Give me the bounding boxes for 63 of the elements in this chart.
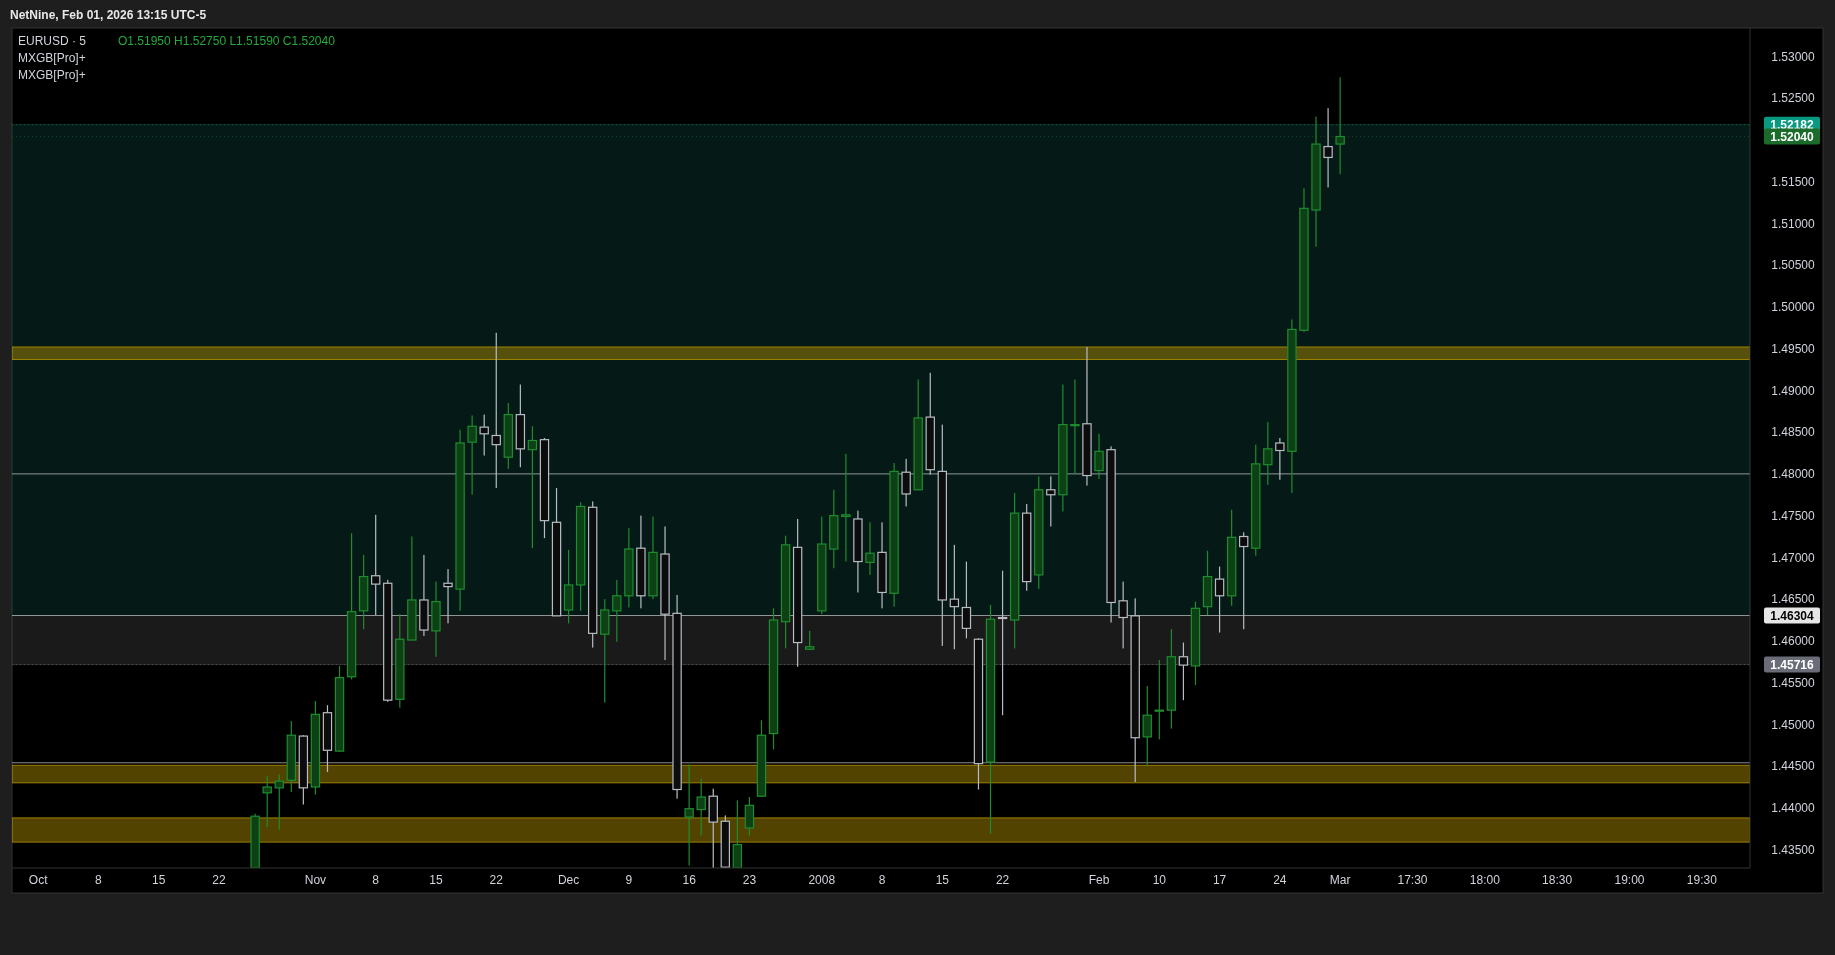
candlestick [431, 581, 441, 657]
x-tick-label: 22 [995, 873, 1010, 887]
x-tick-label: 19:30 [1686, 873, 1718, 887]
candlestick [1094, 433, 1104, 479]
y-tick-label: 1.45500 [1771, 675, 1816, 690]
x-tick-label: 15 [935, 873, 950, 887]
x-tick-label: 8 [95, 873, 103, 887]
x-tick-label: Mar [1329, 873, 1351, 887]
annotation: MXGB[Pro]+ [18, 51, 86, 65]
x-tick-label: 24 [1273, 873, 1287, 887]
y-tick-label: 1.48000 [1771, 467, 1816, 482]
y-tick-label: 1.47000 [1771, 550, 1816, 565]
y-tick-label: 1.53000 [1771, 49, 1816, 64]
x-tick-label: 22 [212, 873, 226, 887]
ref-line-label: 1.52182 [1770, 117, 1815, 132]
y-tick-label: 1.50000 [1771, 300, 1816, 315]
x-tick-label: 22 [489, 873, 504, 887]
x-tick-label: Feb [1088, 873, 1110, 887]
x-tick-label: 2008 [808, 873, 836, 887]
y-tick-label: 1.44500 [1771, 759, 1816, 774]
y-tick-label: 1.49000 [1771, 383, 1816, 398]
y-tick-label: 1.51000 [1771, 216, 1816, 231]
candlestick [419, 554, 429, 636]
x-tick-label: Nov [304, 873, 327, 887]
x-tick-label: 18:00 [1469, 873, 1501, 887]
text: EURUSD · 5 [18, 34, 87, 48]
x-tick-label: 19:00 [1614, 873, 1645, 887]
x-tick-label: Oct [28, 873, 49, 887]
candlestick [1070, 379, 1080, 474]
x-tick-label: 15 [429, 873, 443, 887]
y-tick-label: 1.45000 [1771, 717, 1816, 732]
candlestick [1323, 108, 1333, 188]
y-tick-label: 1.49500 [1771, 341, 1816, 356]
y-tick-label: 1.47500 [1771, 508, 1816, 523]
ref-line-label: 1.52040 [1770, 129, 1815, 144]
x-tick-label: 16 [682, 873, 697, 887]
y-tick-label: 1.44000 [1771, 801, 1816, 816]
y-tick-label: 1.43500 [1771, 842, 1816, 857]
ref-line-label: 1.45716 [1770, 657, 1815, 672]
ref-line-label: 1.46304 [1770, 608, 1815, 623]
x-tick-label: Dec [557, 873, 580, 887]
text: NetNine, Feb 01, 2026 13:15 UTC-5 [10, 8, 207, 22]
annotation: MXGB[Pro]+ [18, 68, 86, 82]
candlestick [443, 569, 453, 624]
candlestick [865, 522, 875, 575]
x-tick-label: 8 [372, 873, 380, 887]
x-tick-label: 15 [152, 873, 166, 887]
text: O1.51950 H1.52750 L1.51590 C1.52040 [118, 34, 336, 48]
x-tick-label: 17 [1212, 873, 1227, 887]
x-tick-label: 17:30 [1397, 873, 1428, 887]
x-tick-label: 9 [625, 873, 633, 887]
y-tick-label: 1.50500 [1771, 258, 1816, 273]
x-tick-label: 18:30 [1542, 873, 1573, 887]
candlestick [660, 526, 670, 661]
y-tick-label: 1.46500 [1771, 592, 1816, 607]
y-tick-label: 1.51500 [1771, 174, 1816, 189]
x-tick-label: 10 [1152, 873, 1167, 887]
y-tick-label: 1.48500 [1771, 425, 1816, 440]
y-tick-label: 1.46000 [1771, 634, 1816, 649]
candlestick [1082, 346, 1092, 486]
x-tick-label: 8 [878, 873, 886, 887]
x-tick-label: 23 [742, 873, 757, 887]
y-tick-label: 1.52500 [1771, 91, 1816, 106]
